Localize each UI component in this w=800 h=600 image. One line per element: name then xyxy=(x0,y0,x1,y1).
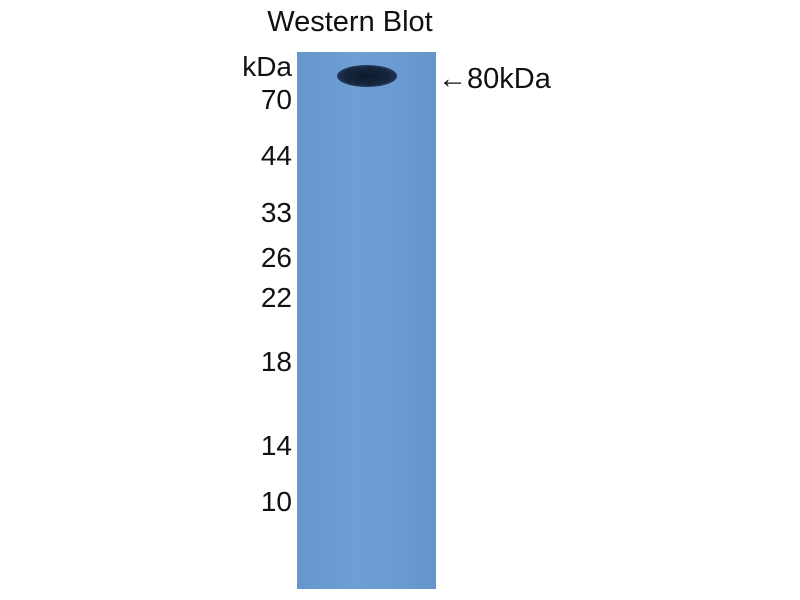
band-size-annotation: ←80kDa xyxy=(438,63,551,95)
marker-10: 10 xyxy=(260,486,292,517)
marker-18: 18 xyxy=(260,346,292,377)
marker-70: 70 xyxy=(260,84,292,115)
protein-band xyxy=(337,65,397,87)
unit-label: kDa xyxy=(242,51,292,82)
marker-14: 14 xyxy=(260,430,292,461)
marker-22: 22 xyxy=(260,282,292,313)
marker-33: 33 xyxy=(260,197,292,228)
blot-lane xyxy=(297,52,436,589)
marker-44: 44 xyxy=(260,140,292,171)
figure-title: Western Blot xyxy=(267,6,433,38)
marker-26: 26 xyxy=(260,242,292,273)
